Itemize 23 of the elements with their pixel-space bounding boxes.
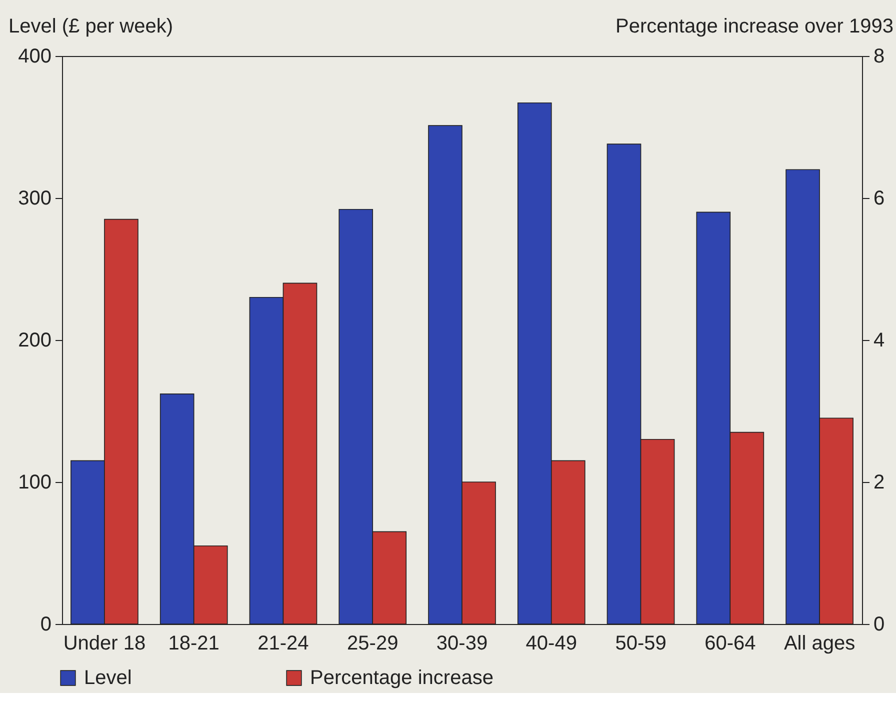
y-axis-title: Level (£ per week) (8, 16, 174, 38)
y-tick-label: 200 (18, 330, 52, 352)
x-tick-label: 25-29 (347, 632, 398, 654)
x-tick-label: Under 18 (63, 632, 146, 654)
x-tick-label: 21-24 (258, 632, 309, 654)
x-tick-label: 60-64 (704, 632, 756, 654)
x-tick-label: 30-39 (436, 632, 488, 654)
x-tick-label: 18-21 (168, 632, 220, 654)
y-tick-label: 0 (40, 614, 52, 636)
y2-tick-label: 4 (874, 330, 885, 352)
y2-tick-label: 0 (874, 614, 885, 636)
y-tick-label: 400 (18, 46, 52, 68)
x-tick-label: All ages (784, 632, 856, 654)
y2-tick-label: 8 (874, 46, 885, 68)
legend-label: Percentage increase (310, 667, 494, 689)
y-tick-label: 300 (18, 188, 52, 210)
y2-tick-label: 2 (874, 472, 885, 494)
x-tick-label: 50-59 (615, 632, 666, 654)
x-tick-label: 40-49 (526, 632, 577, 654)
y-tick-label: 100 (18, 472, 52, 494)
legend-label: Level (84, 667, 132, 689)
y2-tick-label: 6 (874, 188, 885, 210)
y2-axis-title: Percentage increase over 1993 (616, 16, 894, 38)
